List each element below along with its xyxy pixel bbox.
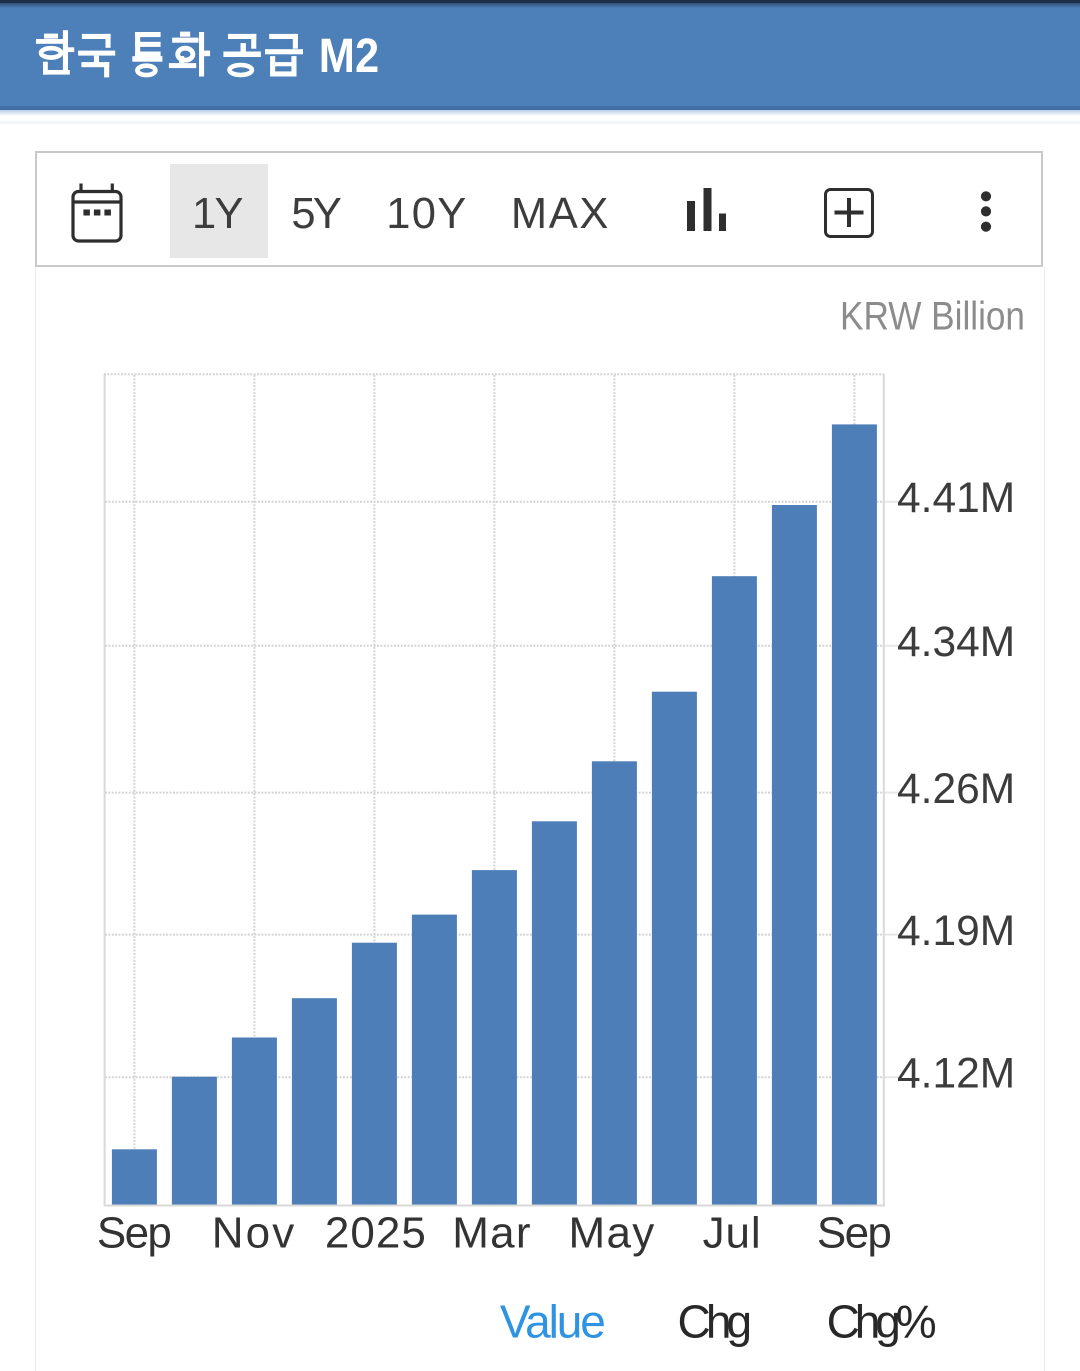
svg-text:Nov: Nov [212,1208,295,1257]
svg-text:Mar: Mar [452,1208,530,1257]
svg-text:4.41M: 4.41M [897,475,1015,522]
svg-text:Chg: Chg [678,1296,753,1348]
svg-text:4.19M: 4.19M [897,908,1015,955]
svg-text:May: May [569,1208,655,1257]
svg-text:4.12M: 4.12M [897,1050,1015,1097]
svg-text:Value: Value [500,1296,606,1348]
svg-text:Sep: Sep [817,1208,892,1257]
svg-text:Sep: Sep [97,1208,172,1257]
svg-text:10Y: 10Y [386,190,466,238]
svg-text:M2: M2 [319,30,379,83]
svg-text:1Y: 1Y [192,190,244,238]
svg-text:MAX: MAX [511,190,609,238]
svg-text:5Y: 5Y [291,190,342,238]
svg-text:Chg%: Chg% [827,1296,937,1348]
svg-text:KRW Billion: KRW Billion [840,295,1025,339]
svg-text:4.34M: 4.34M [897,619,1015,666]
svg-text:2025: 2025 [325,1208,426,1257]
svg-text:4.26M: 4.26M [897,766,1015,813]
svg-text:Jul: Jul [703,1208,761,1257]
